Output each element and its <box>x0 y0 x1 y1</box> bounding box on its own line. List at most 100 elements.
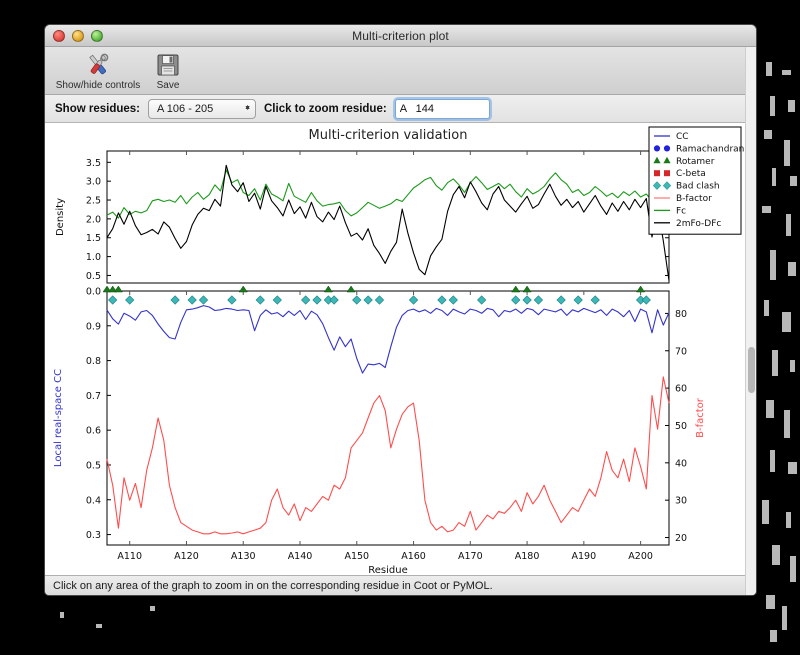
y-tick-label-left: 0.7 <box>86 391 101 402</box>
x-tick-label: A120 <box>174 551 199 562</box>
bad-clash-marker[interactable] <box>522 295 532 305</box>
x-tick-label: A190 <box>572 551 597 562</box>
legend-label-0: CC <box>676 132 689 142</box>
bad-clash-marker[interactable] <box>227 295 237 305</box>
legend-label-2: Rotamer <box>676 157 715 167</box>
bad-clash-marker[interactable] <box>352 295 362 305</box>
desktop-fleck <box>786 214 791 236</box>
desktop-fleck <box>766 400 774 418</box>
minimize-button[interactable] <box>72 30 84 42</box>
rotamer-marker[interactable] <box>102 285 112 293</box>
rotamer-marker[interactable] <box>636 285 646 293</box>
zoom-button[interactable] <box>91 30 103 42</box>
x-tick-label: A200 <box>628 551 653 562</box>
y-tick-label: 1.5 <box>86 233 101 244</box>
y-tick-label-left: 0.4 <box>86 495 101 506</box>
bad-clash-marker[interactable] <box>573 295 583 305</box>
rotamer-marker[interactable] <box>238 285 248 293</box>
window-controls <box>53 30 103 42</box>
bad-clash-marker[interactable] <box>272 295 282 305</box>
save-button[interactable]: Save <box>145 49 191 95</box>
scrollbar-thumb[interactable] <box>748 347 755 393</box>
legend-label-3: C-beta <box>676 169 706 179</box>
bad-clash-marker[interactable] <box>374 295 385 305</box>
bad-clash-marker[interactable] <box>187 295 197 305</box>
y-tick-label: 2.5 <box>86 196 101 207</box>
bad-clash-marker[interactable] <box>198 295 209 305</box>
multi-criterion-plot-svg[interactable]: Multi-criterion validation 0.5 1.0 1.5 2.0 2.… <box>45 123 747 575</box>
desktop-fleck <box>784 140 790 166</box>
toolbar: Show/hide controls Save <box>45 47 756 95</box>
desktop-fleck <box>788 100 795 112</box>
y-tick-label-right: 20 <box>675 533 687 544</box>
legend-label-7: 2mFo-DFc <box>676 219 721 229</box>
rotamer-marker[interactable] <box>346 285 356 293</box>
bad-clash-marker[interactable] <box>477 295 487 305</box>
bfactor-axis-label: B-factor <box>695 397 706 438</box>
x-tick-label: A150 <box>344 551 369 562</box>
bad-clash-marker[interactable] <box>533 295 544 305</box>
bad-clash-marker[interactable] <box>363 295 373 305</box>
bad-clash-marker[interactable] <box>108 295 118 305</box>
window-titlebar[interactable]: Multi-criterion plot <box>45 25 756 47</box>
desktop-fleck <box>770 450 775 472</box>
zoom-residue-input[interactable] <box>394 98 490 119</box>
close-button[interactable] <box>53 30 65 42</box>
bad-clash-marker[interactable] <box>408 295 419 305</box>
status-text: Click on any area of the graph to zoom i… <box>53 579 493 592</box>
y-tick-label-right: 70 <box>675 346 687 357</box>
y-tick-label-left: 0.0 <box>86 287 101 298</box>
rotamer-marker[interactable] <box>108 285 118 293</box>
plot-canvas[interactable]: Multi-criterion validation 0.5 1.0 1.5 2.0 2.… <box>45 123 756 575</box>
density-panel-frame <box>106 150 670 284</box>
bad-clash-marker[interactable] <box>329 295 339 305</box>
desktop-fleck <box>762 500 769 524</box>
y-tick-label-right: 80 <box>675 309 687 320</box>
desktop-fleck <box>786 512 791 528</box>
chart-legend: CC Ramachandran Rotamer C-beta Bad clash B-fa… <box>648 126 744 235</box>
bad-clash-marker[interactable] <box>301 295 311 305</box>
rotamer-marker[interactable] <box>323 285 333 293</box>
rotamer-marker[interactable] <box>511 285 521 293</box>
cc-bfactor-panel-frame <box>106 290 670 546</box>
rotamer-marker[interactable] <box>522 285 532 293</box>
desktop-fleck <box>770 96 775 116</box>
bad-clash-marker[interactable] <box>255 295 265 305</box>
bad-clash-marker[interactable] <box>125 295 135 305</box>
bad-clash-marker[interactable] <box>590 295 600 305</box>
bad-clash-marker[interactable] <box>556 295 566 305</box>
cc-axis-label: Local real-space CC <box>53 369 64 467</box>
desktop-fleck <box>790 176 797 186</box>
legend-square-3 <box>664 170 670 177</box>
bad-clash-marker[interactable] <box>448 295 458 305</box>
desktop-fleck <box>788 462 797 474</box>
x-tick-label: A130 <box>231 551 256 562</box>
desktop-fleck <box>788 262 796 276</box>
legend-label-4: Bad clash <box>676 182 720 192</box>
legend-circle-1 <box>653 145 661 152</box>
rotamer-marker[interactable] <box>113 285 123 293</box>
legend-square-3 <box>654 170 660 177</box>
floppy-disk-icon <box>155 51 181 79</box>
bad-clash-marker[interactable] <box>170 295 180 305</box>
show-residues-label: Show residues: <box>55 102 140 115</box>
x-axis-label: Residue <box>368 565 407 575</box>
show-hide-controls-button[interactable]: Show/hide controls <box>55 49 141 95</box>
controls-bar: Show residues: A 106 - 205 ▲ ▼ Click to z… <box>45 95 756 123</box>
desktop-fleck <box>790 360 795 372</box>
x-tick-label: A170 <box>458 551 483 562</box>
desktop-fleck <box>772 350 778 376</box>
bad-clash-marker[interactable] <box>312 295 322 305</box>
show-hide-controls-label: Show/hide controls <box>55 80 141 91</box>
desktop-fleck <box>790 556 796 582</box>
residue-range-dropdown[interactable]: A 106 - 205 ▲ ▼ <box>148 98 256 119</box>
bad-clash-marker[interactable] <box>641 295 651 305</box>
window-scrollbar[interactable] <box>745 47 756 595</box>
bad-clash-marker[interactable] <box>511 295 521 305</box>
legend-triangle-2 <box>653 156 661 164</box>
series-cc <box>106 305 670 374</box>
legend-label-6: Fc <box>676 206 686 216</box>
bad-clash-marker[interactable] <box>437 295 447 305</box>
save-label: Save <box>156 80 180 91</box>
